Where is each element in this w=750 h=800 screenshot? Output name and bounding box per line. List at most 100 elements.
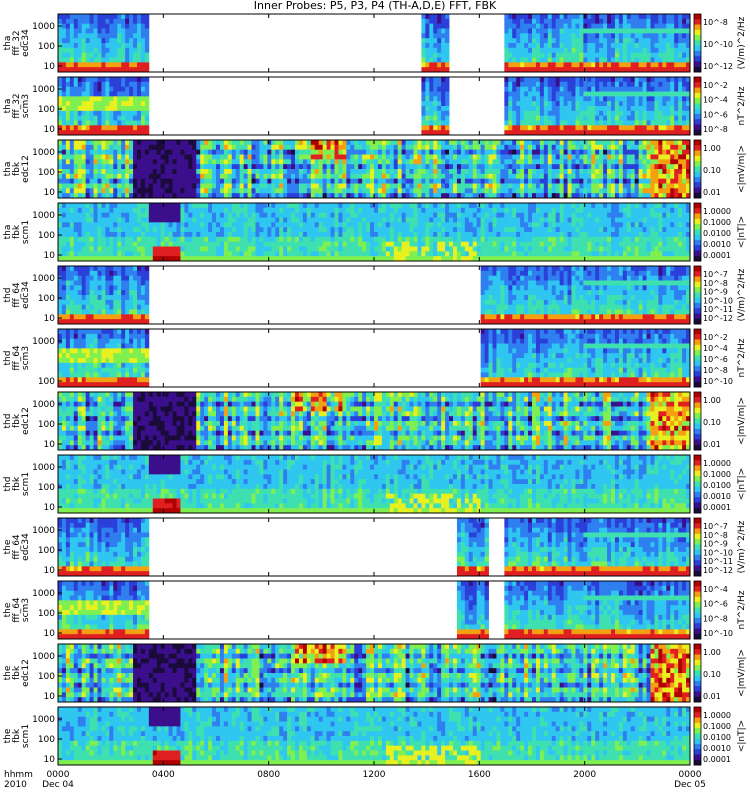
heatmap-cell (169, 222, 173, 227)
heatmap-cell (161, 222, 165, 227)
heatmap-cell (611, 150, 615, 155)
heatmap-cell (236, 188, 240, 193)
heatmap-cell (58, 155, 62, 160)
heatmap-cell (556, 58, 560, 63)
heatmap-cell (398, 169, 402, 174)
heatmap-cell (666, 164, 670, 169)
heatmap-cell (196, 179, 200, 184)
heatmap-cell (591, 106, 595, 111)
heatmap-cell (623, 179, 627, 184)
heatmap-cell (184, 247, 188, 252)
heatmap-cell (98, 227, 102, 232)
heatmap-cell (639, 33, 643, 38)
heatmap-cell (105, 251, 109, 256)
heatmap-cell (516, 87, 520, 92)
heatmap-cell (113, 179, 117, 184)
heatmap-cell (572, 62, 576, 67)
heatmap-cell (528, 96, 532, 101)
heatmap-cell (327, 145, 331, 150)
heatmap-cell (611, 140, 615, 145)
heatmap-cell (157, 251, 161, 256)
heatmap-cell (572, 101, 576, 106)
heatmap-cell (169, 159, 173, 164)
heatmap-cell (283, 140, 287, 145)
heatmap-cell (631, 111, 635, 116)
heatmap-cell (579, 125, 583, 130)
heatmap-cell (449, 188, 453, 193)
heatmap-cell (536, 87, 540, 92)
heatmap-cell (86, 218, 90, 223)
heatmap-cell (82, 155, 86, 160)
heatmap-cell (338, 145, 342, 150)
heatmap-cell (417, 188, 421, 193)
heatmap-cell (248, 179, 252, 184)
heatmap-cell (524, 106, 528, 111)
heatmap-cell (74, 164, 78, 169)
heatmap-cell (382, 150, 386, 155)
heatmap-cell (90, 247, 94, 252)
heatmap-cell (121, 203, 125, 208)
heatmap-cell (666, 48, 670, 53)
heatmap-cell (78, 208, 82, 213)
heatmap-cell (441, 58, 445, 63)
heatmap-cell (196, 150, 200, 155)
heatmap-cell (627, 43, 631, 48)
heatmap-cell (141, 227, 145, 232)
heatmap-cell (287, 145, 291, 150)
heatmap-cell (101, 116, 105, 121)
heatmap-cell (425, 164, 429, 169)
heatmap-cell (504, 125, 508, 130)
heatmap-cell (240, 169, 244, 174)
heatmap-cell (627, 179, 631, 184)
heatmap-cell (157, 159, 161, 164)
panels-group: 100010010tha fff_32 edc3410^-810^-1010^-12… (3, 14, 747, 765)
heatmap-cell (437, 164, 441, 169)
heatmap-cell (651, 164, 655, 169)
heatmap-cell (670, 43, 674, 48)
heatmap-cell (587, 87, 591, 92)
heatmap-cell (441, 159, 445, 164)
heatmap-cell (516, 111, 520, 116)
heatmap-cell (133, 203, 137, 208)
heatmap-cell (70, 101, 74, 106)
heatmap-cell (141, 159, 145, 164)
heatmap-cell (98, 213, 102, 218)
heatmap-cell (583, 106, 587, 111)
heatmap-cell (548, 169, 552, 174)
heatmap-cell (583, 179, 587, 184)
heatmap-cell (417, 159, 421, 164)
heatmap-cell (643, 87, 647, 92)
heatmap-cell (86, 251, 90, 256)
heatmap-cell (643, 179, 647, 184)
heatmap-cell (133, 87, 137, 92)
heatmap-cell (647, 184, 651, 189)
heatmap-cell (109, 222, 113, 227)
heatmap-cell (623, 33, 627, 38)
heatmap-cell (113, 101, 117, 106)
heatmap-cell (587, 169, 591, 174)
heatmap-cell (560, 77, 564, 82)
heatmap-cell (153, 150, 157, 155)
heatmap-cell (204, 179, 208, 184)
heatmap-cell (125, 164, 129, 169)
heatmap-cell (536, 101, 540, 106)
heatmap-cell (192, 179, 196, 184)
heatmap-cell (145, 106, 149, 111)
heatmap-cell (180, 218, 184, 223)
heatmap-cell (259, 169, 263, 174)
heatmap-cell (536, 159, 540, 164)
heatmap-cell (98, 92, 102, 97)
heatmap-cell (125, 29, 129, 34)
heatmap-cell (153, 218, 157, 223)
heatmap-cell (524, 53, 528, 58)
heatmap-cell (540, 38, 544, 43)
heatmap-cell (101, 247, 105, 252)
heatmap-cell (70, 38, 74, 43)
heatmap-cell (58, 145, 62, 150)
heatmap-cell (500, 174, 504, 179)
heatmap-cell (98, 247, 102, 252)
heatmap-cell (654, 77, 658, 82)
heatmap-cell (643, 62, 647, 67)
heatmap-cell (86, 159, 90, 164)
heatmap-cell (70, 82, 74, 87)
